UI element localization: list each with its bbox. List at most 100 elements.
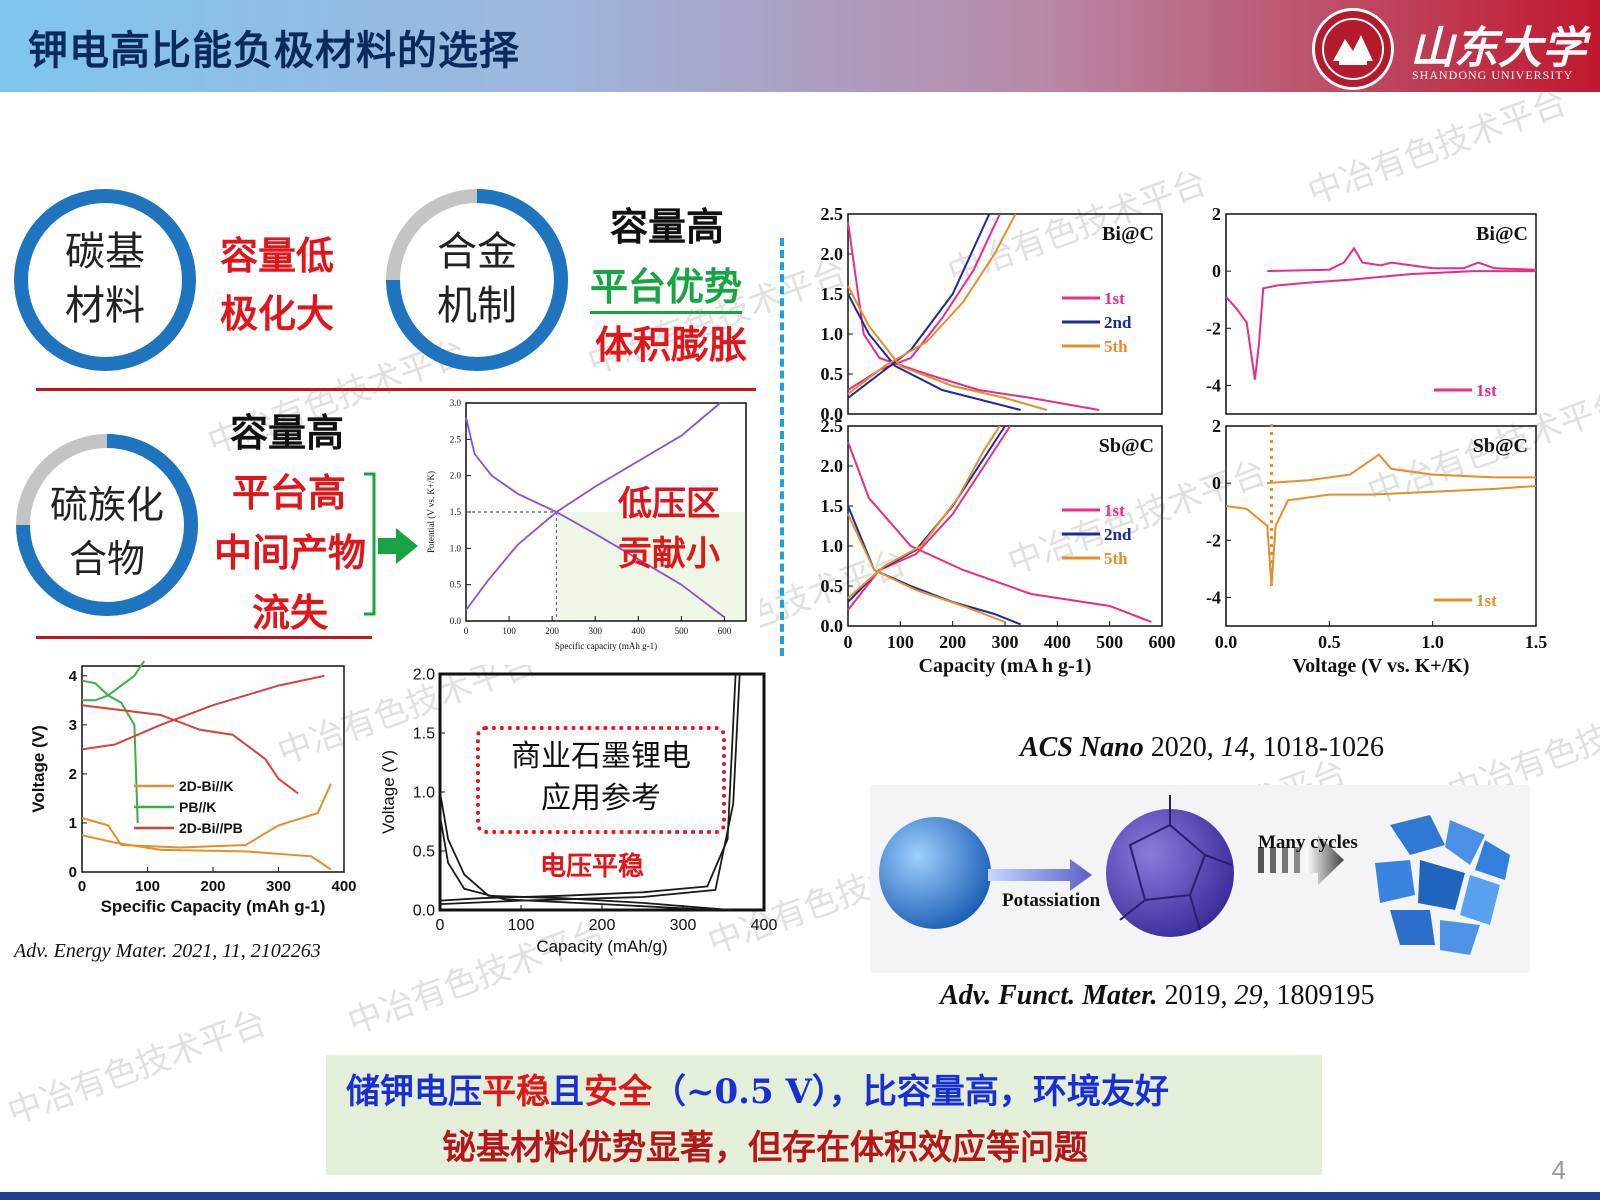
alloy-label: 合金 机制 xyxy=(382,225,572,333)
legend-label: 2nd xyxy=(1104,525,1132,544)
alloy-pro2: 平台优势 xyxy=(590,256,743,314)
university-logo-text: 山东大学 xyxy=(1410,23,1586,74)
summary-l1-c: 且 xyxy=(550,1072,584,1112)
watermark: 中冶有色技术平台 xyxy=(1302,82,1572,214)
potassiation-arrow-icon xyxy=(988,859,1092,891)
x-axis-label: Capacity (mA h g-1) xyxy=(919,655,1092,677)
alloy-label-line2: 机制 xyxy=(437,283,517,329)
x-tick-label: 500 xyxy=(1096,632,1123,652)
graphite-note-box xyxy=(476,726,726,834)
y-tick-label: 0.0 xyxy=(821,404,844,424)
series-line xyxy=(847,213,1017,395)
cv-chart: 2 0 -2 -4 Bi@C 1st 0.0 0.5 1.0 1.5 2 0 -2 -4 Voltage … xyxy=(1206,204,1547,677)
graphite-note-text: 商业石墨锂电 应用参考 xyxy=(476,736,726,820)
y-tick-label: 1.0 xyxy=(413,784,435,801)
university-logo-sub: SHANDONG UNIVERSITY xyxy=(1412,68,1574,82)
x-tick-label: 0 xyxy=(436,917,445,934)
y-tick-label: 2.0 xyxy=(821,456,844,476)
series-line xyxy=(1267,453,1536,485)
chalco-pro0: 容量高 xyxy=(230,410,345,455)
citation-afm: Adv. Funct. Mater. 2019, 29, 1809195 xyxy=(940,980,1375,1012)
x-tick-label: 300 xyxy=(588,626,602,636)
y-tick-label: 0.5 xyxy=(821,364,844,384)
legend-label: 1st xyxy=(1476,591,1497,610)
chalcogenide-label: 硫族化 合物 xyxy=(12,478,202,586)
summary-l1-b: 平稳 xyxy=(482,1072,550,1112)
chalco-label-line1: 硫族化 xyxy=(49,483,164,527)
x-tick-label: 1.0 xyxy=(1421,632,1444,652)
acs-journal: ACS Nano xyxy=(1020,732,1144,763)
chalco-pro2: 中间产物 xyxy=(214,530,367,575)
cycles-arrow-icon xyxy=(1306,835,1344,885)
alloy-ring-icon xyxy=(386,189,568,371)
university-seal-icon xyxy=(1312,8,1394,90)
pristine-sphere xyxy=(879,817,991,929)
y-tick-label: 0.5 xyxy=(413,843,435,860)
chalco-label-line2: 合物 xyxy=(68,537,145,581)
capacity-chart: 0.0 0.5 1.0 1.5 2.0 2.5 Bi@C 1st 2nd 5th 0 100 200 3… xyxy=(821,204,1176,677)
y-axis-label: Voltage (V) xyxy=(29,725,48,813)
legend-label: 2D-Bi//PB xyxy=(179,820,243,836)
y-tick-label: -4 xyxy=(1206,375,1221,395)
x-tick-label: 500 xyxy=(675,626,689,636)
panel-title: Sb@C xyxy=(1099,435,1154,457)
y-tick-label: 0.5 xyxy=(821,576,844,596)
graphite-chart: 0 100 200 300 400 0.0 0.5 1.0 1.5 2.0 Capacity (mA… xyxy=(379,666,778,956)
x-tick-label: 100 xyxy=(135,878,160,895)
y-tick-label: 0 xyxy=(1212,261,1221,281)
acs-rest1: 2020, xyxy=(1143,732,1221,763)
legend-label: 5th xyxy=(1104,549,1128,568)
pulverized-sphere xyxy=(1375,815,1510,955)
y-tick-label: 1.0 xyxy=(821,536,844,556)
x-tick-label: 0 xyxy=(78,878,86,895)
x-tick-label: 0.5 xyxy=(1318,632,1341,652)
summary-box xyxy=(326,1055,1322,1175)
graphite-note-line2: 应用参考 xyxy=(541,781,661,816)
fullcell-chart: 0 100 200 300 400 0 1 2 3 4 Specific Capacity (mAh… xyxy=(29,660,357,916)
series-line xyxy=(847,221,1100,411)
x-tick-label: 400 xyxy=(331,878,356,895)
y-axis-label: Voltage (V) xyxy=(379,750,398,834)
summary-l1-d: 安全 xyxy=(584,1072,652,1112)
summary-l1-e: （~0.5 V），比容量高，环境友好 xyxy=(652,1072,1169,1112)
series-line xyxy=(847,285,1048,411)
y-tick-label: 1.5 xyxy=(450,507,462,517)
graphite-note-line1: 商业石墨锂电 xyxy=(511,739,691,774)
x-tick-label: 600 xyxy=(1149,632,1176,652)
panel-title: Sb@C xyxy=(1473,435,1528,457)
y-tick-label: 1.0 xyxy=(450,543,462,553)
legend-label: 1st xyxy=(1104,289,1125,308)
x-tick-label: 400 xyxy=(751,917,778,934)
y-tick-label: 0.0 xyxy=(450,616,462,626)
x-tick-label: 300 xyxy=(992,632,1019,652)
y-tick-label: 2.5 xyxy=(821,204,844,224)
y-tick-label: 1.5 xyxy=(821,284,844,304)
series-line xyxy=(81,674,325,751)
panel-title: Bi@C xyxy=(1476,223,1528,245)
summary-l1-a: 储钾电压 xyxy=(346,1072,482,1112)
series-line xyxy=(439,673,741,905)
series-line xyxy=(81,783,332,849)
y-tick-label: 2 xyxy=(1212,204,1221,224)
series-line xyxy=(439,815,716,911)
divider-line xyxy=(36,388,756,391)
chalco-pro1: 平台高 xyxy=(232,470,347,515)
series-line xyxy=(847,505,1022,626)
y-tick-label: 0.0 xyxy=(821,616,844,636)
plot-frame xyxy=(1225,213,1537,415)
alloy-pro3: 体积膨胀 xyxy=(595,322,748,367)
series-line xyxy=(847,513,1006,623)
series-line xyxy=(81,679,139,824)
alloy-pro1: 容量高 xyxy=(610,204,725,249)
series-line xyxy=(81,834,332,871)
chalcogenide-ring-icon xyxy=(16,434,198,616)
potential-chart: 0 100 200 300 400 500 600 0.0 0.5 1.0 1.5 2.0 2.5 3.0… xyxy=(420,395,760,665)
separator-dashed xyxy=(780,238,784,656)
y-tick-label: -2 xyxy=(1206,530,1221,550)
x-tick-label: 0.0 xyxy=(1215,632,1238,652)
series-line xyxy=(1225,270,1536,380)
slide-title: 钾电高比能负极材料的选择 xyxy=(28,27,520,74)
series-line xyxy=(847,293,1021,411)
plot-frame xyxy=(81,665,345,873)
y-tick-label: 2.0 xyxy=(821,244,844,264)
